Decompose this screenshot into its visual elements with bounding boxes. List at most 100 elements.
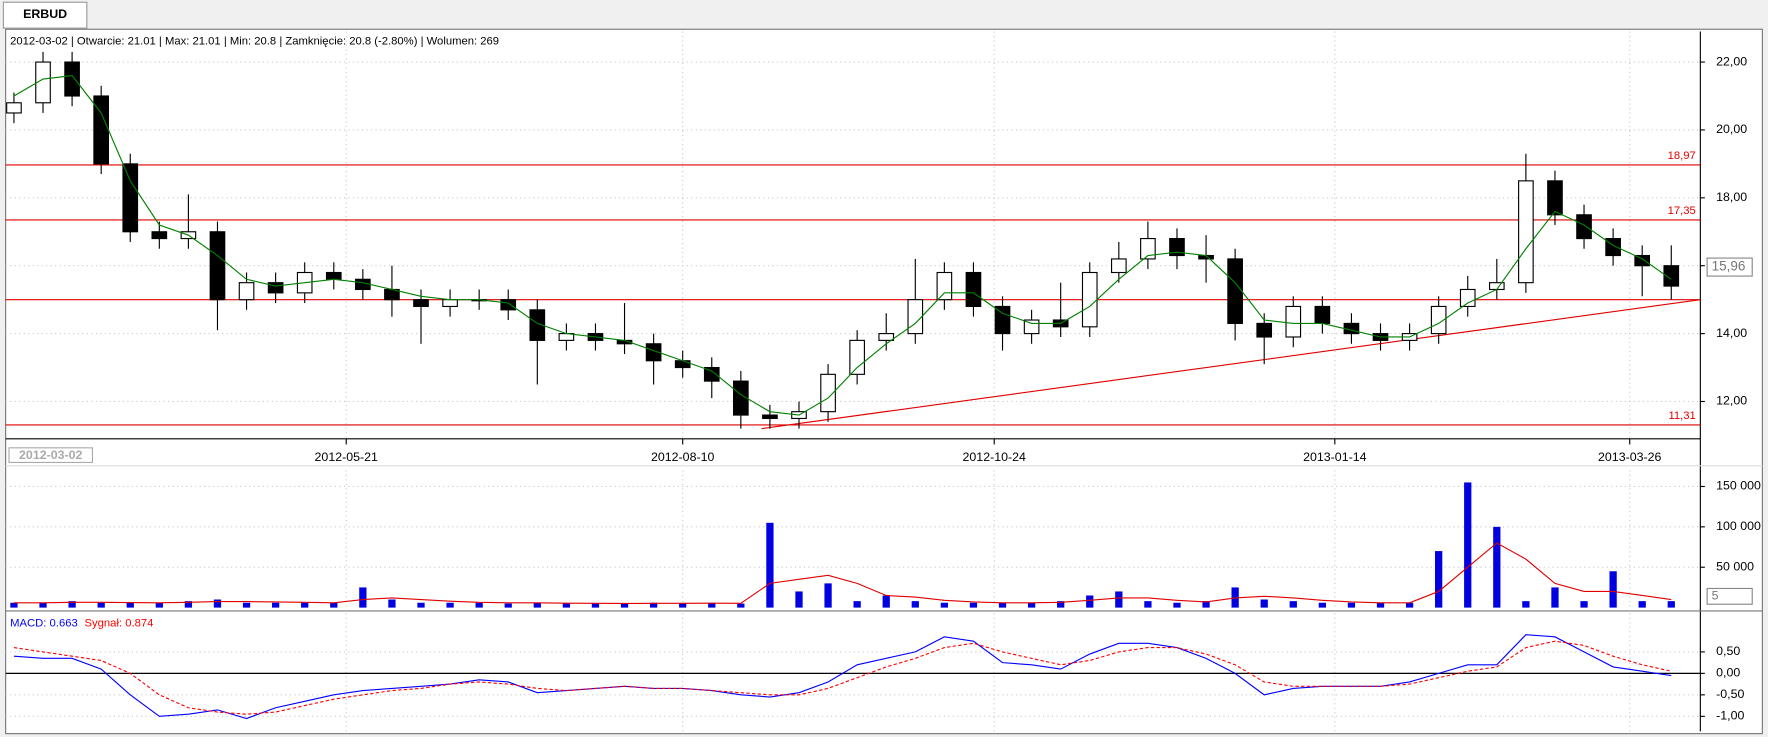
volume-bar: [1405, 602, 1414, 608]
volume-bar: [562, 603, 571, 608]
volume-bar: [1551, 587, 1559, 608]
cursor-date: 2012-03-02: [19, 448, 82, 462]
candle-body: [325, 271, 342, 280]
x-tick-label: 2012-10-24: [963, 450, 1026, 464]
volume-bar: [649, 602, 658, 608]
candle-body: [1169, 237, 1185, 257]
candle-body: [1547, 180, 1563, 216]
volume-bar: [446, 602, 454, 608]
info-line: 2012-03-02 | Otwarcie: 21.01 | Max: 21.0…: [10, 36, 499, 48]
y-tick-label: -1,00: [1716, 709, 1744, 723]
volume-bar: [1115, 591, 1123, 608]
volume-bar: [1580, 601, 1588, 608]
volume-bar: [504, 603, 512, 608]
y-tick-label: 12,00: [1716, 394, 1747, 408]
volume-last-label: 5: [1712, 589, 1719, 603]
volume-bar: [824, 583, 832, 608]
level-label: 11,31: [1668, 410, 1695, 422]
volume-bar: [1435, 551, 1443, 608]
candle-body: [413, 299, 429, 308]
volume-bar: [1086, 595, 1094, 608]
macd-line: [13, 634, 1672, 720]
volume-bar: [911, 601, 919, 608]
x-tick-label: 2013-01-14: [1303, 450, 1366, 464]
candle-body: [1140, 237, 1156, 260]
candle-body: [1663, 265, 1680, 287]
y-tick-label: 14,00: [1716, 326, 1747, 340]
candle-body: [529, 309, 546, 341]
y-tick-label: 18,00: [1716, 190, 1747, 204]
candle-body: [1285, 305, 1302, 338]
x-tick-label: 2013-03-26: [1598, 450, 1661, 464]
volume-bar: [1376, 602, 1385, 608]
volume-bar: [10, 602, 18, 608]
volume-bar: [795, 591, 803, 608]
volume-bar: [1057, 601, 1065, 608]
volume-bar: [1260, 599, 1268, 608]
chart-area: [5, 28, 1763, 735]
candle-body: [1459, 288, 1476, 308]
volume-bar: [737, 603, 745, 608]
volume-bar: [1173, 602, 1181, 608]
level-label: 17,35: [1668, 205, 1696, 217]
candle-body: [64, 61, 80, 97]
volume-bar: [97, 602, 105, 608]
candle-body: [122, 163, 139, 233]
legend-entry: Sygnał: 0.874: [85, 617, 154, 629]
volume-bar: [1318, 602, 1326, 608]
volume-bar: [388, 599, 396, 608]
volume-bar: [620, 603, 629, 608]
volume-bar: [766, 522, 774, 608]
volume-bar: [533, 602, 541, 608]
tab[interactable]: [2, 1, 88, 29]
volume-bar: [1464, 482, 1472, 608]
candle-body: [151, 231, 168, 240]
candle-body: [442, 299, 458, 308]
volume-bar: [1289, 601, 1297, 608]
y-tick-label: 20,00: [1716, 122, 1747, 136]
volume-bar: [39, 602, 47, 608]
volume-bar: [679, 603, 687, 608]
candle-body: [267, 282, 284, 294]
volume-bar: [969, 602, 978, 608]
volume-bar: [853, 601, 861, 608]
x-tick-label: 2012-08-10: [651, 450, 714, 464]
y-tick-label: 150 000: [1716, 479, 1761, 493]
candle-body: [6, 102, 22, 114]
candle-body: [1256, 322, 1273, 338]
candle-body: [500, 299, 517, 311]
volume-bar: [1202, 601, 1210, 608]
candle-body: [1314, 305, 1331, 324]
candle-body: [1488, 282, 1505, 291]
candle-body: [762, 414, 778, 420]
volume-bar: [1027, 602, 1036, 608]
tab-label[interactable]: ERBUD: [23, 7, 67, 21]
volume-bar: [271, 602, 280, 608]
volume-bar: [1493, 526, 1501, 608]
level-label: 18,97: [1668, 150, 1696, 162]
volume-bar: [708, 602, 716, 608]
volume-average: [13, 542, 1672, 605]
volume-bar: [882, 595, 890, 608]
candle-body: [1576, 214, 1592, 240]
trendline: [761, 299, 1701, 430]
y-tick-label: 100 000: [1716, 519, 1761, 533]
candle-body: [965, 271, 982, 308]
volume-bar: [998, 602, 1007, 608]
y-tick-label: 22,00: [1716, 54, 1747, 68]
candle-body: [733, 380, 749, 416]
candle-body: [1518, 180, 1534, 284]
volume-bar: [1347, 602, 1356, 608]
candle-body: [1081, 271, 1098, 328]
volume-bar: [330, 602, 338, 608]
last-price-label: 15,96: [1712, 259, 1746, 274]
candle-body: [878, 333, 895, 341]
last-price-box: [1706, 257, 1753, 277]
candle-body: [1110, 258, 1127, 274]
candle-body: [674, 360, 691, 369]
candle-body: [703, 366, 720, 382]
candle-body: [238, 282, 255, 301]
volume-bar: [1667, 601, 1675, 608]
volume-bar: [1144, 601, 1152, 608]
